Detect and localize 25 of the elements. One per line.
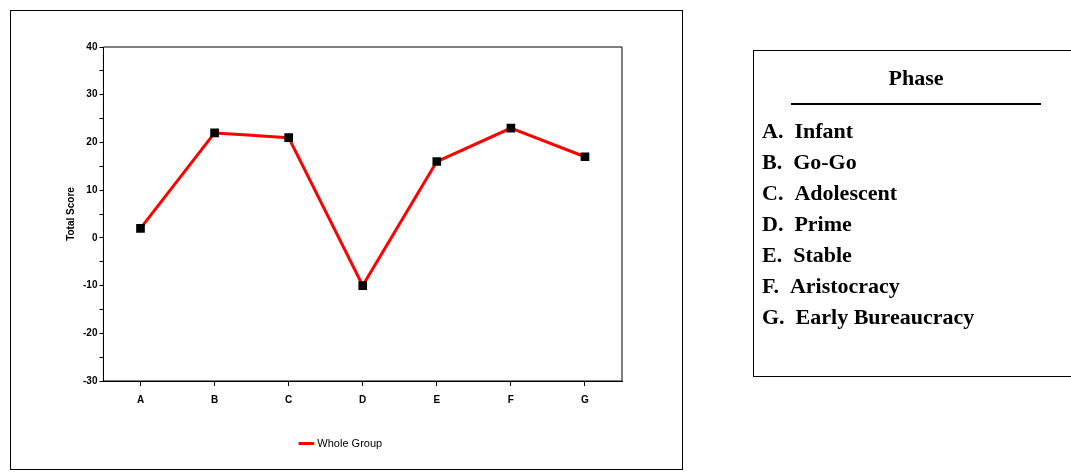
y-tick-label: 30 (86, 88, 98, 100)
y-tick-label: -10 (83, 279, 98, 291)
y-tick-label: 20 (86, 136, 98, 148)
text: G. Early Bureaucracy (762, 303, 976, 331)
y-tick-label: -20 (83, 327, 98, 339)
text: D. Prime (762, 210, 853, 238)
y-tick-label: 40 (86, 40, 98, 52)
x-tick-label: F (507, 393, 514, 405)
y-tick-label: 0 (91, 231, 98, 243)
y-tick-label: -30 (83, 374, 98, 386)
x-tick-label: B (210, 393, 219, 405)
text: C. Adolescent (762, 179, 899, 207)
text: Phase (791, 65, 1041, 105)
x-tick-label: G (581, 393, 590, 405)
text: E. Stable (762, 241, 853, 269)
text: F. Aristocracy (762, 272, 901, 300)
y-axis-title: Total Score (64, 186, 76, 241)
x-tick-label: E (433, 393, 441, 405)
x-tick-label: A (136, 393, 145, 405)
legend-label: Whole Group (317, 436, 383, 449)
text: A. Infant (762, 117, 855, 145)
text: B. Go-Go (762, 148, 858, 176)
x-tick-label: D (359, 393, 367, 405)
y-tick-label: 10 (86, 183, 98, 195)
x-tick-label: C (285, 393, 293, 405)
